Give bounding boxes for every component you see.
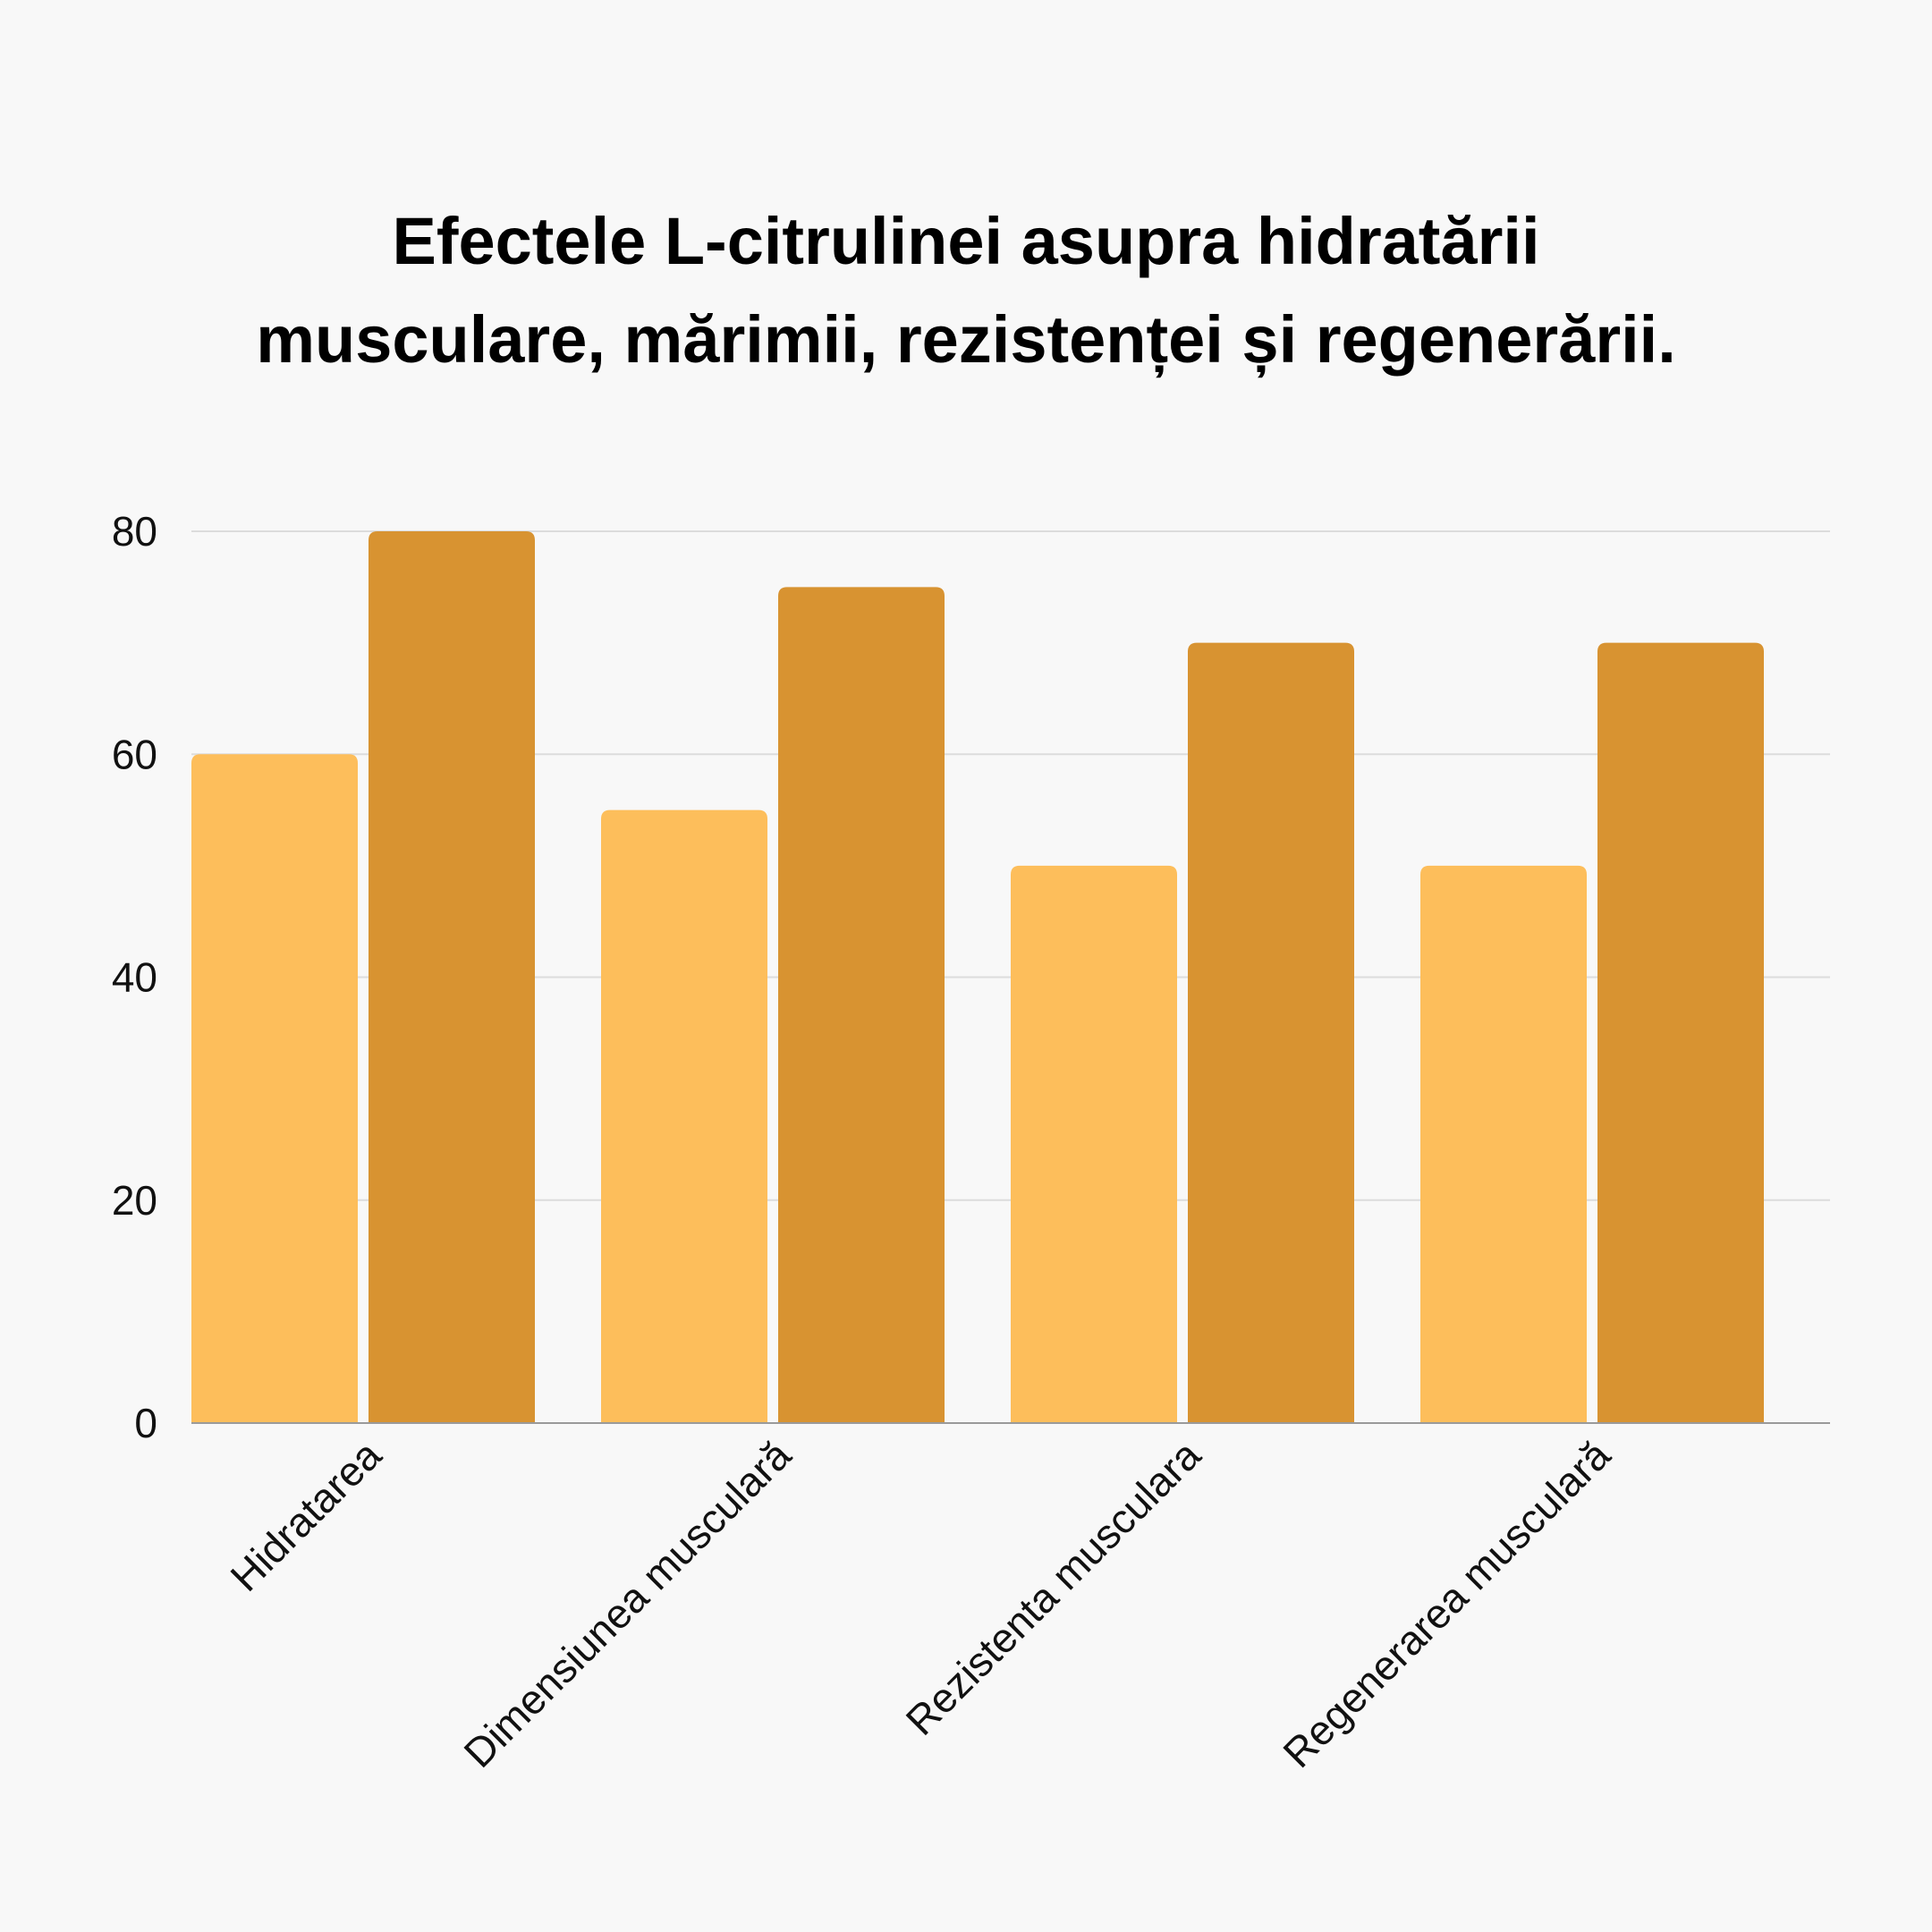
y-tick-label: 40	[112, 954, 157, 1001]
bar-series-1-4	[1420, 865, 1587, 1423]
bars	[191, 531, 1764, 1423]
y-tick-label: 0	[134, 1400, 157, 1446]
bar-series-2-2	[778, 587, 945, 1423]
y-axis-ticks: 0 20 40 60 80	[112, 508, 157, 1446]
bar-series-1-3	[1011, 865, 1177, 1423]
x-category-label: Rezistenta musculara	[897, 1431, 1210, 1744]
x-category-label: Regenerarea musculară	[1274, 1431, 1619, 1776]
chart-title: Efectele L-citrulinei asupra hidratării …	[0, 192, 1932, 389]
bar-series-1-2	[601, 809, 767, 1423]
x-axis-labels: Hidratarea Dimensiunea musculară Rezistent…	[221, 1431, 1619, 1776]
bar-series-2-4	[1597, 642, 1764, 1423]
y-tick-label: 60	[112, 731, 157, 777]
y-tick-label: 80	[112, 508, 157, 555]
chart-title-line-1: Efectele L-citrulinei asupra hidratării	[392, 204, 1540, 278]
bar-series-1-1	[191, 754, 358, 1423]
bar-series-2-1	[369, 531, 535, 1423]
chart-title-line-2: musculare, mărimii, rezistenței și regen…	[256, 302, 1676, 377]
y-tick-label: 20	[112, 1177, 157, 1224]
x-category-label: Hidratarea	[221, 1431, 390, 1600]
x-category-label: Dimensiunea musculară	[454, 1431, 800, 1776]
bar-series-2-3	[1188, 642, 1354, 1423]
